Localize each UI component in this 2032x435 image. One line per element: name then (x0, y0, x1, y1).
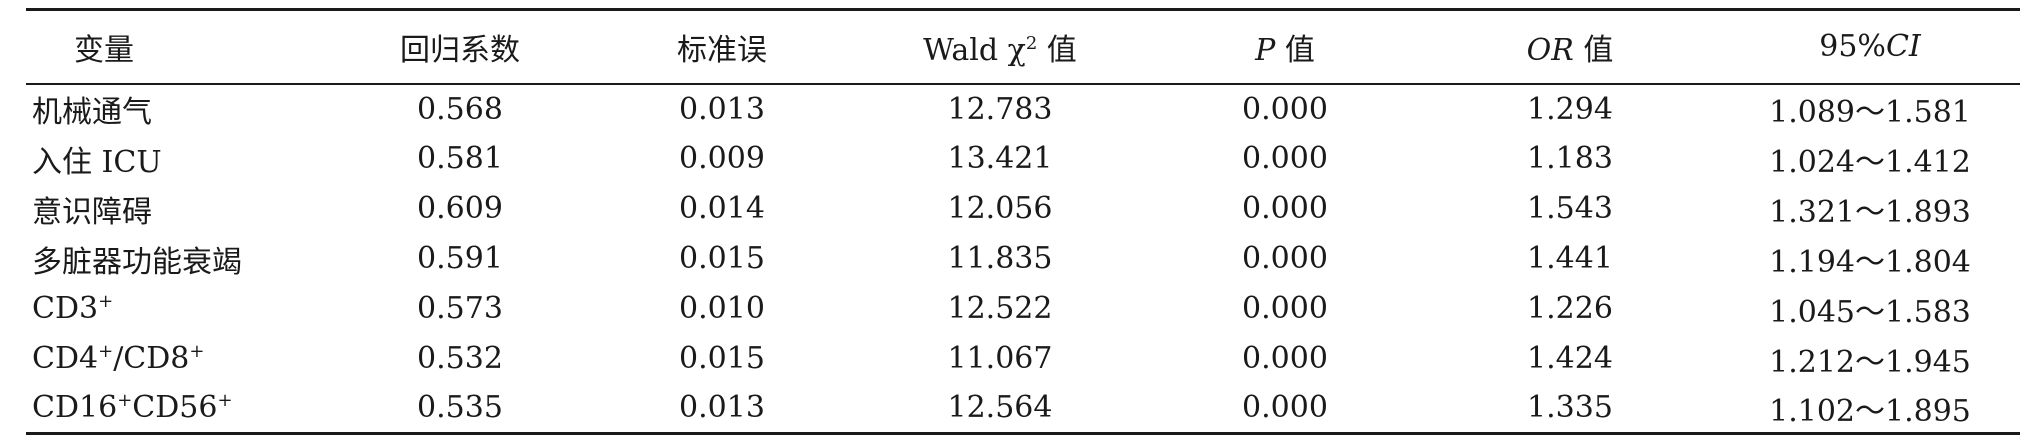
table-row: CD16+CD56+ 0.535 0.013 12.564 0.000 1.33… (26, 383, 2020, 435)
cell-variable-text: 入住 ICU (32, 144, 162, 180)
header-wald-prefix: Wald χ (923, 32, 1026, 68)
cell-coefficient: 0.532 (417, 341, 503, 376)
cell-variable: CD4+/CD8+ (26, 334, 326, 384)
cell-variable-text: 多脏器功能衰竭 (32, 244, 242, 280)
cell-variable-sup2: + (217, 390, 233, 412)
cell-wald: 12.522 (947, 291, 1053, 326)
cell-variable: 机械通气 (26, 84, 326, 134)
header-ci: 95%CI (1720, 8, 2020, 85)
header-p-italic: P (1255, 32, 1276, 68)
cell-variable-mid: CD56 (132, 390, 218, 426)
header-or-italic: OR (1526, 32, 1574, 68)
header-p-suffix: 值 (1275, 32, 1315, 68)
cell-standard-error: 0.009 (679, 141, 765, 176)
header-wald: Wald χ2 值 (850, 8, 1150, 85)
cell-ci: 1.045～1.583 (1769, 294, 1971, 330)
cell-variable: 意识障碍 (26, 184, 326, 234)
header-variable-text: 变量 (74, 32, 134, 68)
cell-ci: 1.321～1.893 (1769, 194, 1971, 230)
cell-p-value: 0.000 (1242, 191, 1328, 226)
header-wald-suffix: 值 (1037, 32, 1077, 68)
header-or-suffix: 值 (1573, 32, 1614, 68)
cell-coefficient: 0.535 (326, 383, 594, 435)
cell-or-value: 1.441 (1527, 241, 1613, 276)
cell-or-value: 1.335 (1420, 383, 1720, 435)
cell-or-value: 1.294 (1527, 91, 1613, 127)
cell-p-value: 0.000 (1242, 341, 1328, 376)
header-ci-italic: CI (1885, 29, 1921, 65)
cell-wald: 12.564 (850, 383, 1150, 435)
cell-variable: 入住 ICU (26, 134, 326, 184)
header-p-value: P 值 (1150, 8, 1420, 85)
cell-wald: 13.421 (947, 141, 1053, 176)
header-row: 变量 回归系数 标准误 Wald χ2 值 P 值 OR 值 95%CI (26, 8, 2020, 85)
cell-or-value: 1.226 (1527, 291, 1613, 326)
cell-standard-error: 0.015 (679, 341, 765, 376)
cell-p-value: 0.000 (1242, 91, 1328, 127)
cell-variable-sup2: + (189, 341, 205, 362)
table-row: CD3+ 0.573 0.010 12.522 0.000 1.226 1.04… (26, 284, 2020, 334)
cell-or-value: 1.424 (1527, 341, 1613, 376)
table-body: 机械通气 0.568 0.013 12.783 0.000 1.294 1.08… (26, 84, 2020, 435)
header-standard-error-text: 标准误 (677, 32, 767, 68)
cell-or-value: 1.543 (1527, 191, 1613, 226)
cell-standard-error: 0.014 (679, 191, 765, 226)
cell-variable-text: 意识障碍 (32, 194, 152, 230)
table-row: 意识障碍 0.609 0.014 12.056 0.000 1.543 1.32… (26, 184, 2020, 234)
cell-wald: 11.835 (947, 241, 1053, 276)
cell-variable-mid: /CD8 (113, 341, 190, 376)
table-row: 机械通气 0.568 0.013 12.783 0.000 1.294 1.08… (26, 84, 2020, 134)
cell-coefficient: 0.591 (417, 241, 503, 276)
cell-variable-text: CD16 (32, 390, 118, 426)
cell-variable-sup: + (117, 390, 133, 412)
cell-standard-error: 0.015 (679, 241, 765, 276)
header-or-value: OR 值 (1420, 8, 1720, 85)
table-row: CD4+/CD8+ 0.532 0.015 11.067 0.000 1.424… (26, 334, 2020, 384)
cell-p-value: 0.000 (1242, 141, 1328, 176)
table-row: 入住 ICU 0.581 0.009 13.421 0.000 1.183 1.… (26, 134, 2020, 184)
cell-variable-sup: + (98, 291, 114, 312)
cell-ci: 1.194～1.804 (1769, 244, 1971, 280)
regression-table: 变量 回归系数 标准误 Wald χ2 值 P 值 OR 值 95%CI 机械通… (26, 8, 2020, 435)
cell-variable: 多脏器功能衰竭 (26, 234, 326, 284)
cell-wald: 12.783 (947, 91, 1053, 127)
cell-variable: CD3+ (26, 284, 326, 334)
cell-wald: 12.056 (947, 191, 1053, 226)
cell-ci: 1.102～1.895 (1720, 383, 2020, 435)
cell-coefficient: 0.573 (417, 291, 503, 326)
cell-ci: 1.089～1.581 (1769, 95, 1971, 130)
cell-coefficient: 0.568 (417, 91, 503, 127)
cell-ci: 1.024～1.412 (1769, 144, 1971, 180)
cell-standard-error: 0.010 (679, 291, 765, 326)
cell-p-value: 0.000 (1242, 241, 1328, 276)
cell-variable-sup: + (98, 341, 114, 362)
header-coefficient: 回归系数 (326, 8, 594, 85)
cell-coefficient: 0.581 (417, 141, 503, 176)
cell-p-value: 0.000 (1242, 291, 1328, 326)
cell-wald: 11.067 (947, 341, 1053, 376)
cell-variable: CD16+CD56+ (26, 383, 326, 435)
cell-standard-error: 0.013 (594, 383, 850, 435)
header-variable: 变量 (26, 8, 326, 85)
header-wald-sup: 2 (1025, 32, 1038, 54)
cell-coefficient: 0.609 (417, 191, 503, 226)
cell-or-value: 1.183 (1527, 141, 1613, 176)
header-ci-prefix: 95% (1819, 29, 1886, 65)
cell-standard-error: 0.013 (679, 91, 765, 127)
cell-p-value: 0.000 (1150, 383, 1420, 435)
regression-table-container: 变量 回归系数 标准误 Wald χ2 值 P 值 OR 值 95%CI 机械通… (26, 8, 2020, 435)
cell-variable-text: CD3 (32, 291, 99, 326)
header-coefficient-text: 回归系数 (400, 32, 520, 68)
table-row: 多脏器功能衰竭 0.591 0.015 11.835 0.000 1.441 1… (26, 234, 2020, 284)
table-header: 变量 回归系数 标准误 Wald χ2 值 P 值 OR 值 95%CI (26, 8, 2020, 85)
cell-variable-text: CD4 (32, 341, 99, 376)
cell-variable-text: 机械通气 (32, 95, 152, 130)
header-standard-error: 标准误 (594, 8, 850, 85)
cell-ci: 1.212～1.945 (1769, 344, 1971, 380)
